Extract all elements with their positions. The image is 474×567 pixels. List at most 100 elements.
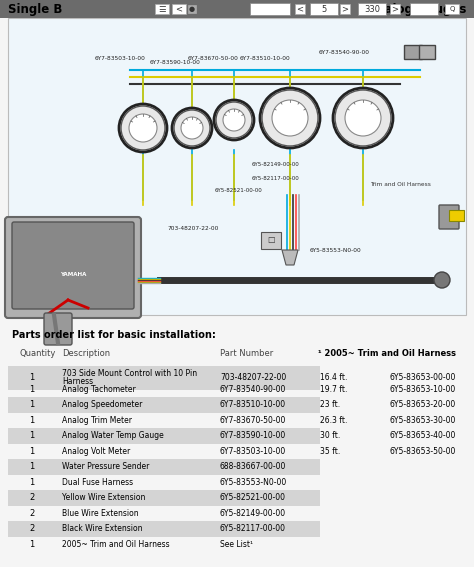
Text: 2: 2	[29, 493, 35, 502]
Text: 6Y5-82521-00-00: 6Y5-82521-00-00	[220, 493, 286, 502]
Circle shape	[262, 90, 318, 146]
Circle shape	[434, 272, 450, 288]
Circle shape	[260, 88, 320, 148]
Text: <: <	[297, 5, 303, 14]
FancyBboxPatch shape	[8, 397, 320, 413]
Text: 19.7 ft.: 19.7 ft.	[320, 385, 347, 393]
FancyBboxPatch shape	[310, 3, 338, 15]
Text: Dual Fuse Harness: Dual Fuse Harness	[62, 478, 133, 486]
Text: ¹ 2005~ Trim and Oil Harness: ¹ 2005~ Trim and Oil Harness	[318, 349, 456, 358]
Text: Q: Q	[449, 6, 455, 12]
Text: Part Number: Part Number	[220, 349, 273, 358]
FancyBboxPatch shape	[390, 4, 400, 14]
FancyBboxPatch shape	[188, 5, 196, 13]
Text: 23 ft.: 23 ft.	[320, 400, 340, 409]
Text: 6Y7-83670-50-00: 6Y7-83670-50-00	[188, 56, 238, 61]
Text: Analog Volt Meter: Analog Volt Meter	[62, 447, 130, 456]
Text: 16.4 ft.: 16.4 ft.	[320, 373, 347, 382]
FancyBboxPatch shape	[295, 4, 305, 14]
Text: 6Y5-83653-00-00: 6Y5-83653-00-00	[390, 373, 456, 382]
FancyBboxPatch shape	[358, 3, 386, 15]
Text: Trim and Oil Harness: Trim and Oil Harness	[370, 183, 431, 188]
Text: 1: 1	[29, 416, 35, 425]
Text: 2005~ Trim and Oil Harness: 2005~ Trim and Oil Harness	[62, 540, 170, 549]
Text: ☐: ☐	[267, 235, 275, 244]
FancyBboxPatch shape	[340, 4, 350, 14]
Text: 330: 330	[364, 5, 380, 14]
Text: 6Y5-82117-00-00: 6Y5-82117-00-00	[220, 524, 286, 533]
Circle shape	[333, 88, 393, 148]
Text: Harness: Harness	[62, 377, 93, 386]
FancyBboxPatch shape	[261, 232, 281, 249]
Text: 6Y5-82521-00-00: 6Y5-82521-00-00	[215, 188, 263, 193]
Text: 6Y5-83653-20-00: 6Y5-83653-20-00	[390, 400, 456, 409]
FancyBboxPatch shape	[172, 4, 186, 14]
Text: >: >	[341, 5, 348, 14]
FancyBboxPatch shape	[8, 521, 320, 536]
Text: Analog Gauges: Analog Gauges	[366, 2, 466, 15]
Circle shape	[214, 100, 254, 140]
Text: 26.3 ft.: 26.3 ft.	[320, 416, 347, 425]
Text: 1: 1	[29, 478, 35, 486]
Text: 6Y7-83670-50-00: 6Y7-83670-50-00	[220, 416, 286, 425]
Text: 1: 1	[29, 462, 35, 471]
Circle shape	[216, 102, 252, 138]
Text: Description: Description	[62, 349, 110, 358]
FancyBboxPatch shape	[410, 3, 438, 15]
Text: 6Y7-83503-10-00: 6Y7-83503-10-00	[220, 447, 286, 456]
Circle shape	[345, 100, 381, 136]
Text: 6Y5-82149-00-00: 6Y5-82149-00-00	[252, 163, 300, 167]
Circle shape	[272, 100, 308, 136]
Text: 6Y5-83653-10-00: 6Y5-83653-10-00	[390, 385, 456, 393]
Text: Water Pressure Sender: Water Pressure Sender	[62, 462, 149, 471]
FancyBboxPatch shape	[449, 209, 465, 221]
FancyBboxPatch shape	[8, 428, 320, 443]
Text: 6Y5-82149-00-00: 6Y5-82149-00-00	[220, 509, 286, 518]
Text: 1: 1	[29, 431, 35, 440]
FancyBboxPatch shape	[419, 45, 435, 59]
Text: 6Y7-83510-10-00: 6Y7-83510-10-00	[220, 400, 286, 409]
Circle shape	[174, 110, 210, 146]
Circle shape	[181, 117, 203, 139]
Text: ☰: ☰	[158, 5, 166, 14]
Text: 5: 5	[321, 5, 327, 14]
Text: Analog Speedometer: Analog Speedometer	[62, 400, 142, 409]
Circle shape	[172, 108, 212, 148]
Text: 6Y5-83653-50-00: 6Y5-83653-50-00	[390, 447, 456, 456]
Text: 6Y7-83590-10-00: 6Y7-83590-10-00	[150, 61, 201, 66]
FancyBboxPatch shape	[8, 490, 320, 506]
Text: <: <	[175, 5, 182, 14]
Text: Black Wire Extension: Black Wire Extension	[62, 524, 143, 533]
Polygon shape	[282, 250, 298, 265]
FancyBboxPatch shape	[8, 459, 320, 475]
Text: YAMAHA: YAMAHA	[60, 273, 86, 277]
Text: 6Y7-83510-10-00: 6Y7-83510-10-00	[240, 56, 291, 61]
FancyBboxPatch shape	[44, 313, 72, 345]
FancyBboxPatch shape	[8, 18, 466, 315]
Text: 688-83667-00-00: 688-83667-00-00	[220, 462, 286, 471]
Text: ●: ●	[189, 6, 195, 12]
Text: 2: 2	[29, 509, 35, 518]
Text: 6Y7-83540-90-00: 6Y7-83540-90-00	[220, 385, 286, 393]
Text: 30 ft.: 30 ft.	[320, 431, 340, 440]
Text: 6Y7-83590-10-00: 6Y7-83590-10-00	[220, 431, 286, 440]
Circle shape	[129, 114, 157, 142]
FancyBboxPatch shape	[155, 4, 169, 14]
FancyBboxPatch shape	[8, 366, 320, 390]
Text: Quantity: Quantity	[20, 349, 56, 358]
Text: Analog Tachometer: Analog Tachometer	[62, 385, 136, 393]
Text: 6Y5-83553-N0-00: 6Y5-83553-N0-00	[310, 248, 362, 252]
Circle shape	[335, 90, 391, 146]
Circle shape	[121, 106, 165, 150]
Text: 6Y7-83503-10-00: 6Y7-83503-10-00	[94, 56, 146, 61]
Circle shape	[119, 104, 167, 152]
Text: 2: 2	[29, 524, 35, 533]
Text: 6Y5-83653-40-00: 6Y5-83653-40-00	[390, 431, 456, 440]
FancyBboxPatch shape	[439, 205, 459, 229]
Text: Blue Wire Extension: Blue Wire Extension	[62, 509, 138, 518]
FancyBboxPatch shape	[12, 222, 134, 309]
Text: 703-48207-22-00: 703-48207-22-00	[220, 373, 286, 382]
Text: Parts order list for basic installation:: Parts order list for basic installation:	[12, 330, 216, 340]
FancyBboxPatch shape	[445, 4, 459, 14]
Circle shape	[223, 109, 245, 131]
